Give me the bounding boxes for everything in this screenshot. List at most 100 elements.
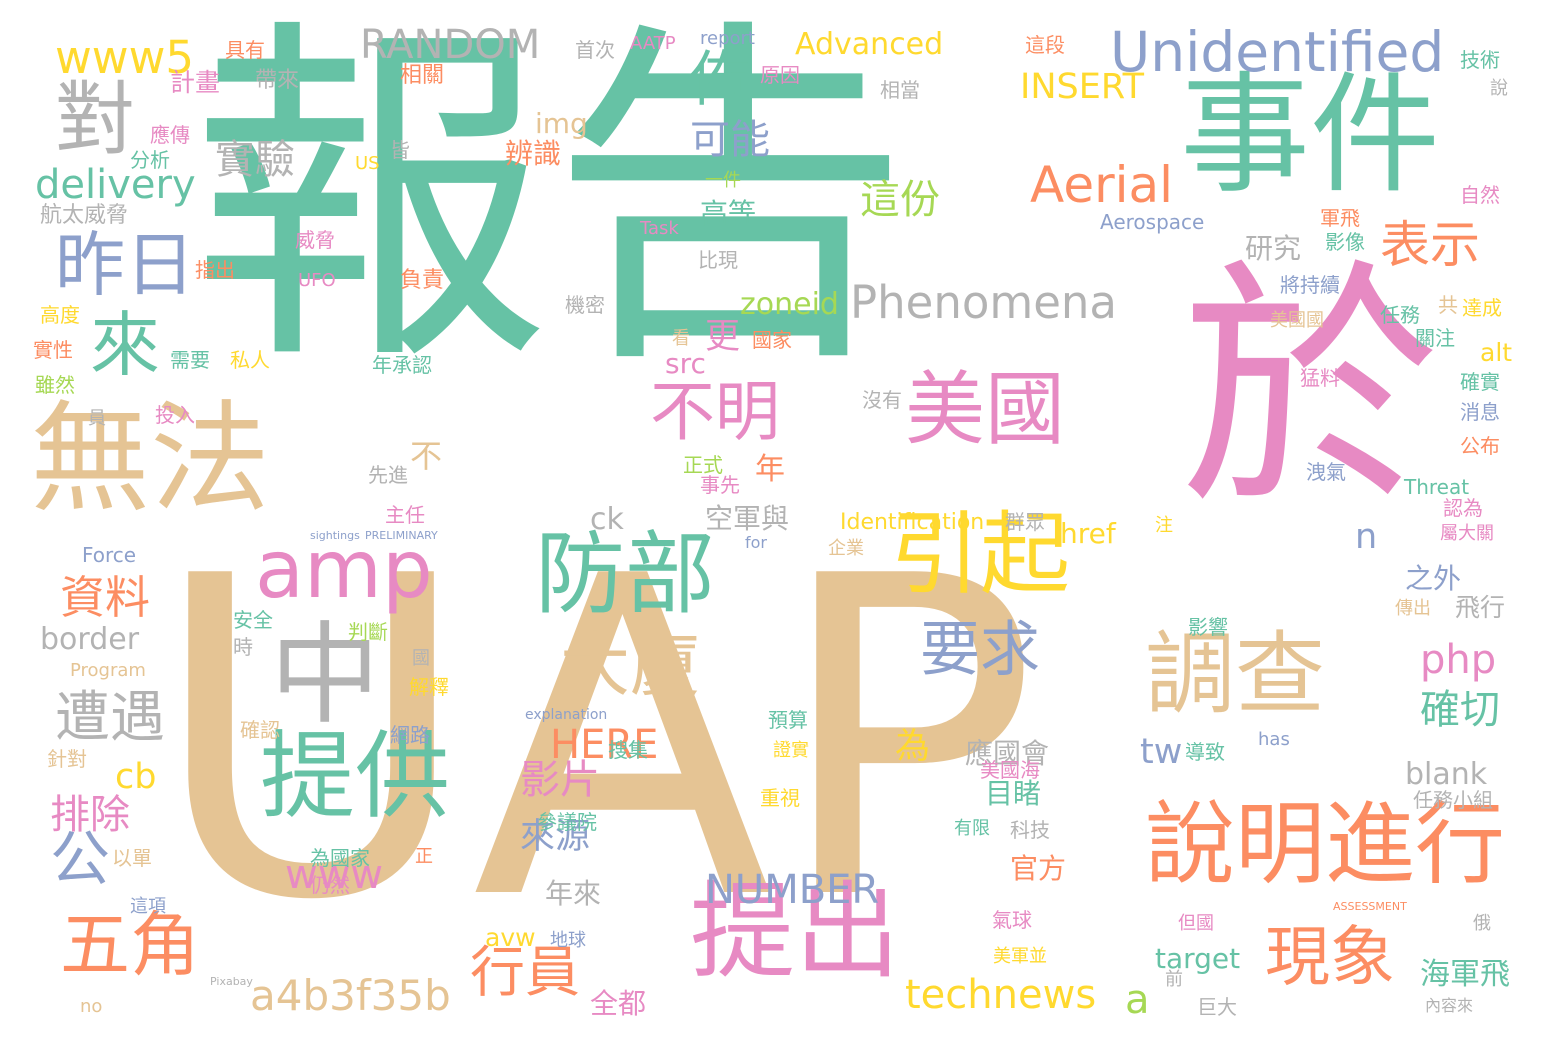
word: www5 xyxy=(55,31,195,84)
word: 這段 xyxy=(1025,33,1065,57)
word: 自然 xyxy=(1460,183,1500,207)
word: NUMBER xyxy=(705,867,880,913)
word: INSERT xyxy=(1020,67,1144,107)
word: for xyxy=(745,533,767,552)
word: 將持續 xyxy=(1280,273,1340,297)
word: 影像 xyxy=(1325,230,1365,254)
word: RANDOM xyxy=(360,22,541,68)
word: 判斷 xyxy=(348,620,388,644)
word: 員 xyxy=(88,408,106,429)
word: 地球 xyxy=(550,930,586,951)
word: 首次 xyxy=(575,38,615,62)
word: 提供 xyxy=(260,722,451,832)
word: 正 xyxy=(415,846,433,867)
word: 一件 xyxy=(705,170,741,191)
word: 高度 xyxy=(40,303,80,327)
word: 任務 xyxy=(1380,303,1420,327)
word: sightings xyxy=(310,529,360,542)
word: 比現 xyxy=(698,248,738,272)
word: 排除 xyxy=(50,792,130,838)
word: 看 xyxy=(672,328,690,349)
word: 共 xyxy=(1438,293,1458,317)
word: 確實 xyxy=(1460,370,1500,394)
word: 五角 xyxy=(60,904,200,986)
word: 實驗 xyxy=(215,137,295,183)
word: 美國 xyxy=(905,363,1065,456)
word: UFO xyxy=(298,270,336,291)
word: 不明 xyxy=(650,375,781,450)
word: explanation xyxy=(525,707,608,723)
word: 航太威脅 xyxy=(40,203,129,228)
word: 來 xyxy=(90,304,160,386)
word: 證實 xyxy=(773,740,809,761)
word: Phenomena xyxy=(850,276,1118,329)
word: 要求 xyxy=(920,615,1040,685)
word: delivery xyxy=(35,162,196,208)
word: 不 xyxy=(410,437,443,475)
word: 參議院 xyxy=(537,810,597,834)
word: report xyxy=(700,28,755,49)
word: 前 xyxy=(1165,969,1183,990)
word: 注 xyxy=(1155,515,1173,536)
word: Threat xyxy=(1404,475,1470,499)
word: 負責 xyxy=(400,268,445,293)
word: 事先 xyxy=(700,473,740,497)
word: 猛料 xyxy=(1300,366,1340,390)
word: technews xyxy=(905,972,1097,1018)
word: PRELIMINARY xyxy=(365,529,438,542)
word: 確切 xyxy=(1420,687,1500,733)
word: HERE xyxy=(550,722,659,768)
word: 分析 xyxy=(130,148,170,172)
word: img xyxy=(535,107,588,140)
word: 安全 xyxy=(233,608,273,632)
word: 現象 xyxy=(1265,920,1396,995)
word: 正式 xyxy=(683,453,723,477)
word: www xyxy=(285,852,384,898)
word: 防部 xyxy=(535,522,715,627)
word: border xyxy=(40,622,140,657)
word: 資料 xyxy=(60,571,151,624)
word: 指出 xyxy=(195,258,235,282)
word: 關注 xyxy=(1415,326,1455,350)
word: 說 xyxy=(1490,78,1508,99)
word: 於 xyxy=(1180,239,1440,541)
word: 重視 xyxy=(760,786,800,810)
word: 年承認 xyxy=(372,353,432,377)
word: zoneid xyxy=(740,287,839,322)
word: ck xyxy=(590,502,624,537)
word: 洩氣 xyxy=(1306,460,1346,484)
word: 報告 xyxy=(190,0,910,409)
word: 投入 xyxy=(155,403,195,427)
word: 原因 xyxy=(760,63,800,87)
word: 達成 xyxy=(1462,296,1502,320)
word: 中 xyxy=(270,611,380,739)
word: 為國家 xyxy=(310,846,370,870)
word: 年 xyxy=(755,452,785,487)
word: 美國海 xyxy=(980,758,1040,782)
word: 說明進行 xyxy=(1145,792,1505,897)
word: 影片 xyxy=(520,757,600,803)
word: 威脅 xyxy=(295,228,335,252)
word: 具有 xyxy=(225,38,265,62)
word: 計畫 xyxy=(170,68,221,97)
word: 實性 xyxy=(33,338,73,362)
word: amp xyxy=(255,523,433,616)
word: 大廈 xyxy=(560,624,700,706)
word: 目睹 xyxy=(985,777,1042,810)
word: Program xyxy=(70,660,146,681)
word: 解釋 xyxy=(409,675,449,699)
word: 影響 xyxy=(1188,615,1228,639)
word: 對 xyxy=(55,73,135,166)
word: 事件 xyxy=(1180,59,1441,211)
word: n xyxy=(1355,517,1378,557)
word: 皆 xyxy=(390,138,410,162)
word: US xyxy=(355,153,380,174)
word: 佈 xyxy=(690,45,750,115)
word: 應國會 xyxy=(965,737,1050,770)
word: AATP xyxy=(630,33,676,54)
word: 先進 xyxy=(368,463,408,487)
word: tw xyxy=(1140,732,1183,772)
word: 預算 xyxy=(768,708,808,732)
word: php xyxy=(1420,637,1497,683)
word: 導致 xyxy=(1185,740,1225,764)
